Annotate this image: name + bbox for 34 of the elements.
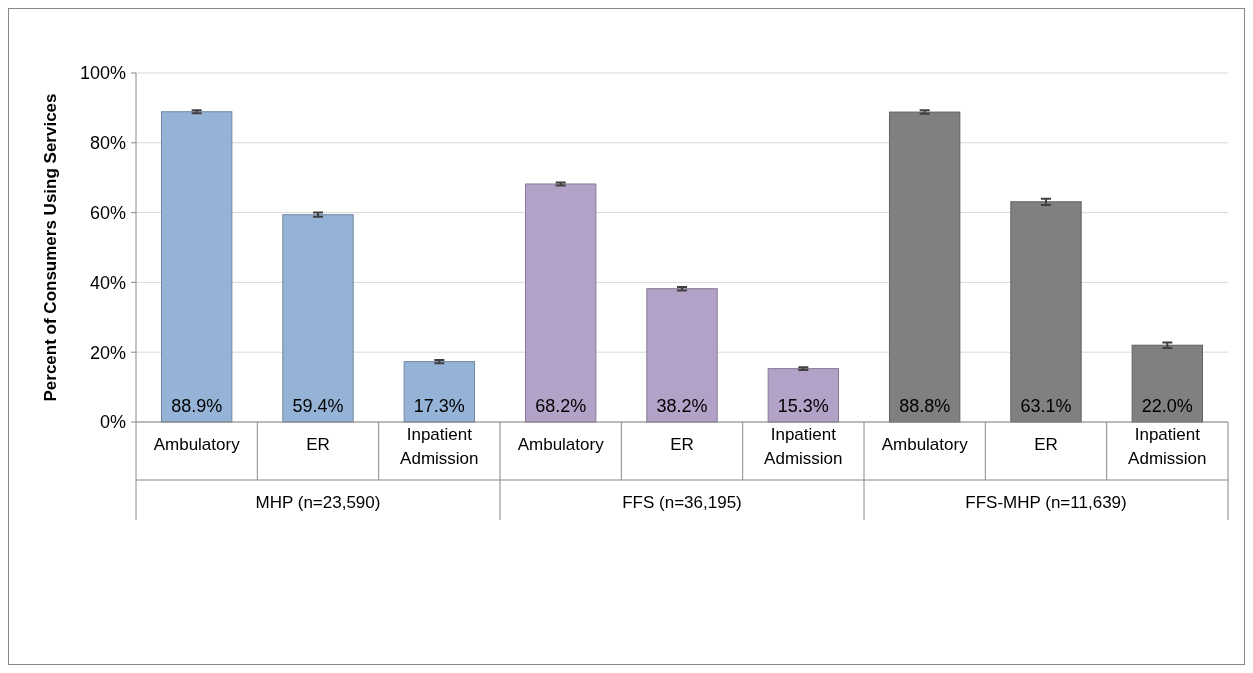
- y-tick-label: 40%: [89, 272, 126, 293]
- x-tick-label: Inpatient Admission: [1128, 425, 1207, 468]
- y-tick-label: 80%: [89, 133, 126, 154]
- y-tick-label: 100%: [79, 63, 126, 84]
- x-tick-label: Inpatient Admission: [764, 425, 843, 468]
- y-tick-label: 60%: [89, 202, 126, 223]
- bar: [646, 288, 718, 423]
- data-label: 59.4%: [292, 396, 344, 416]
- y-tick-label: 20%: [89, 342, 126, 363]
- x-tick-label: ER: [670, 435, 694, 454]
- bar: [403, 361, 476, 423]
- bar: [767, 368, 840, 423]
- data-label: 15.3%: [777, 396, 829, 416]
- x-tick-label: Ambulatory: [153, 435, 241, 454]
- text: FFS-MHP (n=11,639): [965, 493, 1127, 512]
- data-label: 88.8%: [899, 396, 951, 416]
- x-tick-label: ER: [306, 435, 330, 454]
- x-tick-label: Inpatient Admission: [400, 425, 479, 468]
- data-label: 68.2%: [535, 396, 587, 416]
- data-label: 17.3%: [413, 396, 465, 416]
- data-label: 38.2%: [656, 396, 708, 416]
- x-tick-label: Ambulatory: [881, 435, 969, 454]
- y-axis-title: Percent of Consumers Using Services: [41, 93, 60, 402]
- x-tick-label: Ambulatory: [517, 435, 605, 454]
- data-label: 88.9%: [171, 396, 223, 416]
- text: MHP (n=23,590): [255, 493, 381, 512]
- y-tick-label: 0%: [99, 412, 126, 433]
- text: FFS (n=36,195): [622, 493, 742, 512]
- x-tick-label: ER: [1034, 435, 1058, 454]
- bar: [282, 214, 354, 423]
- bar: [160, 111, 233, 423]
- data-label: 22.0%: [1141, 396, 1193, 416]
- data-label: 63.1%: [1020, 396, 1072, 416]
- bar: [524, 183, 597, 423]
